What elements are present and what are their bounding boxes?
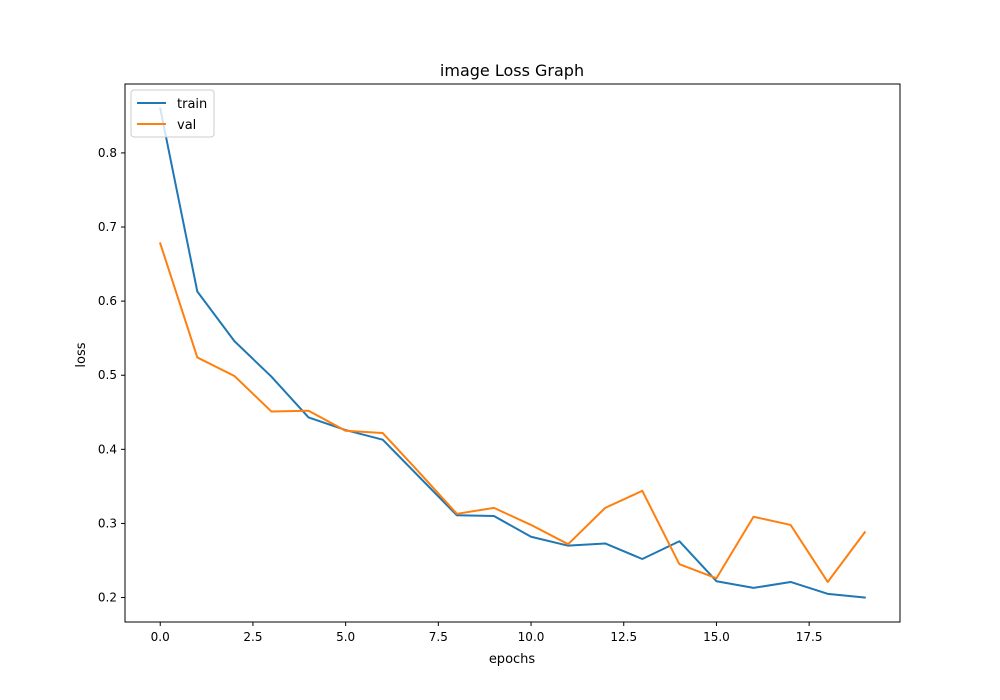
x-tick-label: 5.0 <box>336 630 355 644</box>
plot-frame <box>124 83 901 623</box>
y-axis-label: loss <box>74 342 89 367</box>
x-tick-label: 15.0 <box>703 630 730 644</box>
x-axis-ticks: 0.0 2.5 5.0 7.5 10.0 12.5 15.0 17.5 <box>151 622 823 644</box>
x-axis-label: epochs <box>489 652 536 667</box>
y-tick-label: 0.5 <box>98 368 117 382</box>
legend-label-val: val <box>177 118 196 133</box>
series-line-train <box>159 107 866 599</box>
legend-box <box>130 89 215 138</box>
legend: train val <box>130 89 215 138</box>
x-tick-label: 2.5 <box>243 630 262 644</box>
chart-title: image Loss Graph <box>440 61 584 80</box>
y-tick-label: 0.4 <box>98 442 117 456</box>
series-line-val <box>158 242 867 583</box>
legend-label-train: train <box>177 97 207 112</box>
y-tick-label: 0.2 <box>98 591 117 605</box>
series-layer <box>158 107 867 599</box>
y-tick-label: 0.7 <box>98 220 117 234</box>
x-tick-label: 17.5 <box>796 630 823 644</box>
y-tick-label: 0.6 <box>98 294 117 308</box>
x-tick-label: 12.5 <box>610 630 637 644</box>
y-tick-label: 0.3 <box>98 516 117 530</box>
x-tick-label: 10.0 <box>518 630 545 644</box>
x-tick-label: 0.0 <box>151 630 170 644</box>
x-tick-label: 7.5 <box>429 630 448 644</box>
y-tick-label: 0.8 <box>98 146 117 160</box>
y-axis-ticks: 0.2 0.3 0.4 0.5 0.6 0.7 0.8 <box>98 146 125 605</box>
